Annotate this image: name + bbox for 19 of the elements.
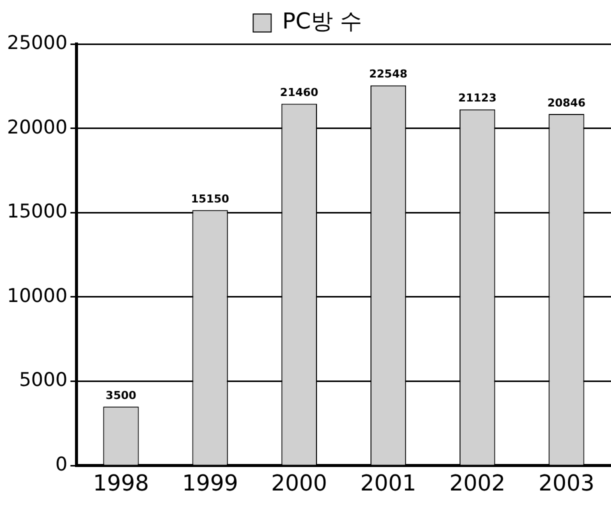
data-label: 15150 (190, 192, 230, 206)
data-label: 3500 (106, 388, 137, 402)
data-label: 21460 (280, 86, 319, 100)
x-tick-label: 2001 (360, 472, 416, 497)
y-tick-label: 5000 (19, 369, 68, 392)
x-tick-label: 1998 (92, 472, 149, 497)
x-tick-label: 2002 (449, 472, 506, 497)
data-label: 22548 (369, 68, 408, 81)
x-tick-label: 2003 (538, 472, 594, 497)
x-tick-label: 2000 (271, 472, 328, 497)
y-tick-label: 10000 (6, 284, 68, 307)
y-tick-label: 20000 (6, 116, 68, 138)
y-tick-label: 15000 (6, 200, 68, 223)
y-tick-label: 25000 (6, 32, 68, 54)
x-tick-label: 1999 (182, 472, 238, 497)
data-label: 21123 (458, 92, 496, 105)
y-tick-label: 0 (55, 454, 68, 476)
legend-label: PC방 수 (282, 10, 362, 35)
data-label: 20846 (547, 96, 586, 110)
